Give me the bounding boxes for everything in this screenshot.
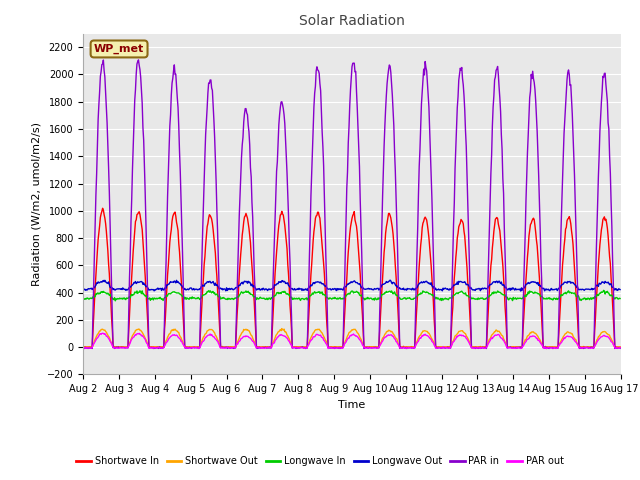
Text: WP_met: WP_met <box>94 44 144 54</box>
Y-axis label: Radiation (W/m2, umol/m2/s): Radiation (W/m2, umol/m2/s) <box>31 122 42 286</box>
X-axis label: Time: Time <box>339 400 365 409</box>
Legend: Shortwave In, Shortwave Out, Longwave In, Longwave Out, PAR in, PAR out: Shortwave In, Shortwave Out, Longwave In… <box>72 453 568 470</box>
Title: Solar Radiation: Solar Radiation <box>299 14 405 28</box>
